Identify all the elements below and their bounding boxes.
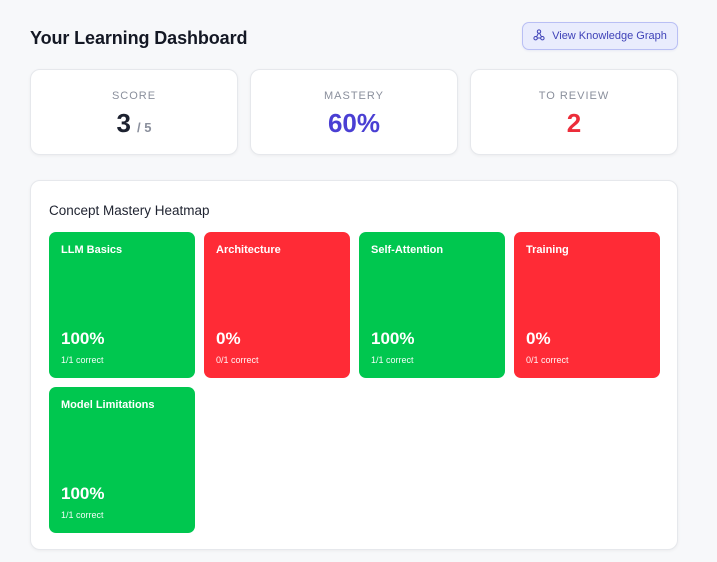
- tile-detail: 1/1 correct: [61, 355, 104, 365]
- tile-name: Training: [526, 244, 569, 256]
- tile-detail: 0/1 correct: [526, 355, 569, 365]
- score-value-row: 3 / 5: [31, 108, 237, 143]
- concept-tile-architecture[interactable]: Architecture 0% 0/1 correct: [204, 232, 350, 378]
- mastery-card: MASTERY 60%: [250, 69, 458, 155]
- view-knowledge-graph-label: View Knowledge Graph: [552, 30, 667, 42]
- concept-tile-model-limitations[interactable]: Model Limitations 100% 1/1 correct: [49, 387, 195, 533]
- tile-detail: 1/1 correct: [61, 510, 104, 520]
- score-total: / 5: [137, 120, 152, 135]
- heatmap-title: Concept Mastery Heatmap: [49, 203, 210, 218]
- concept-tile-llm-basics[interactable]: LLM Basics 100% 1/1 correct: [49, 232, 195, 378]
- concept-tile-training[interactable]: Training 0% 0/1 correct: [514, 232, 660, 378]
- tile-detail: 1/1 correct: [371, 355, 414, 365]
- tile-percent: 100%: [61, 484, 105, 503]
- tile-name: Model Limitations: [61, 399, 155, 411]
- mastery-label: MASTERY: [324, 90, 384, 102]
- review-card: TO REVIEW 2: [470, 69, 678, 155]
- score-card: SCORE 3 / 5: [30, 69, 238, 155]
- tile-name: Self-Attention: [371, 244, 444, 256]
- tile-detail: 0/1 correct: [216, 355, 259, 365]
- mastery-value: 60%: [327, 108, 381, 138]
- tile-percent: 100%: [61, 329, 105, 348]
- concept-tile-self-attention[interactable]: Self-Attention 100% 1/1 correct: [359, 232, 505, 378]
- review-value: 2: [566, 108, 582, 138]
- tile-percent: 100%: [371, 329, 415, 348]
- tile-name: LLM Basics: [61, 244, 123, 256]
- tile-name: Architecture: [216, 244, 281, 256]
- tile-percent: 0%: [526, 329, 551, 348]
- score-value: 3: [116, 108, 131, 138]
- review-label: TO REVIEW: [538, 90, 610, 102]
- score-label: SCORE: [111, 90, 157, 102]
- stats-row: SCORE 3 / 5 MASTERY 60% TO REVIEW 2: [30, 69, 678, 155]
- tile-percent: 0%: [216, 329, 241, 348]
- page-title: Your Learning Dashboard: [30, 28, 248, 48]
- header: Your Learning Dashboard View Knowledge G…: [30, 22, 678, 56]
- graph-nodes-icon: [533, 28, 545, 44]
- concept-heatmap-card: Concept Mastery Heatmap LLM Basics 100% …: [30, 180, 678, 550]
- view-knowledge-graph-button[interactable]: View Knowledge Graph: [522, 22, 678, 50]
